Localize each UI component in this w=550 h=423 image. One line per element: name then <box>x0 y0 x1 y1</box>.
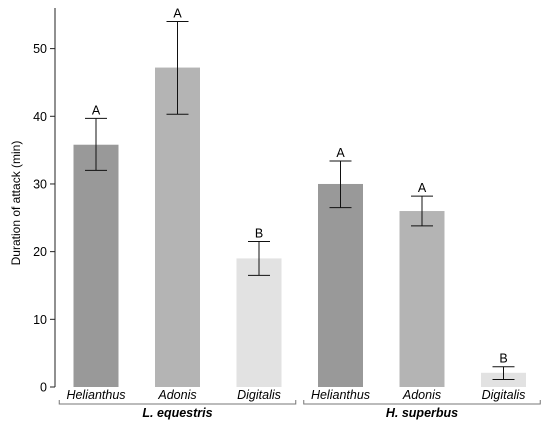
y-tick-label: 10 <box>33 313 47 327</box>
significance-label: A <box>418 181 427 195</box>
bar <box>236 258 282 387</box>
group-label: H. superbus <box>386 406 458 420</box>
x-tick-label: Adonis <box>402 388 441 402</box>
y-axis-label: Duration of attack (min) <box>9 141 23 266</box>
significance-label: A <box>173 7 182 21</box>
y-tick-label: 20 <box>33 245 47 259</box>
bar <box>155 67 200 388</box>
bar <box>399 211 445 387</box>
y-tick-label: 30 <box>33 177 47 191</box>
x-tick-label: Adonis <box>157 388 196 402</box>
bar <box>73 144 119 387</box>
bar <box>318 183 363 387</box>
x-tick-label: Digitalis <box>482 388 526 402</box>
significance-label: A <box>92 103 101 117</box>
x-tick-label: Digitalis <box>237 388 281 402</box>
significance-label: B <box>499 352 507 366</box>
significance-label: A <box>336 146 345 160</box>
group-bracket <box>303 400 541 405</box>
significance-label: B <box>255 226 263 240</box>
y-tick-label: 50 <box>33 42 47 56</box>
plot-area: 0 10 20 30 40 50 A Helianthus A Adonis B Digitalis A… <box>33 7 541 420</box>
y-tick-label: 0 <box>40 381 47 395</box>
group-bracket <box>58 400 297 405</box>
y-tick-label: 40 <box>33 110 47 124</box>
group-label: L. equestris <box>142 406 212 420</box>
x-tick-label: Helianthus <box>66 388 125 402</box>
x-tick-label: Helianthus <box>311 388 370 402</box>
